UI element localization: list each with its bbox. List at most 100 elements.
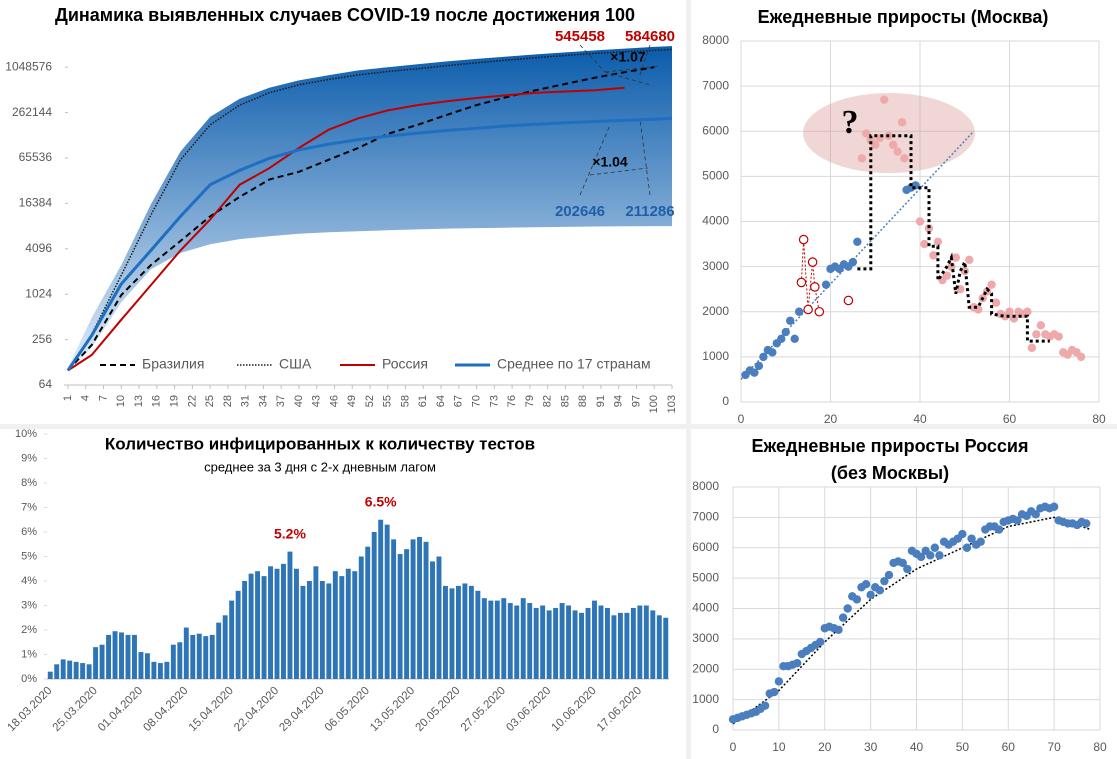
point (933, 237, 943, 247)
point (852, 595, 862, 604)
bar (319, 581, 325, 679)
annotation-line (589, 167, 649, 176)
point (962, 543, 972, 552)
x-tick-label: 22 (186, 395, 198, 407)
point (807, 257, 818, 267)
point (760, 701, 770, 710)
x-tick-label: 82 (542, 395, 554, 407)
y-tick-label: 5% (21, 550, 37, 562)
y-tick-label: 7000 (702, 78, 729, 92)
x-tick-label: 52 (364, 395, 376, 407)
y-tick-label: 262144 (12, 105, 52, 119)
y-tick-label: 1000 (702, 349, 729, 363)
bar (540, 605, 546, 679)
y-tick-label: 6% (21, 526, 37, 538)
bar (617, 612, 623, 679)
bar (546, 610, 552, 679)
point (754, 361, 764, 371)
bar (300, 585, 306, 679)
x-tick-label: 40 (910, 740, 924, 754)
point (920, 239, 929, 249)
bar (604, 607, 610, 679)
bar (47, 671, 53, 679)
bar (138, 652, 144, 679)
chart-title: Динамика выявленных случаев COVID-19 пос… (55, 5, 635, 25)
annotation-line (604, 65, 661, 73)
bar (119, 632, 124, 679)
bar (151, 661, 157, 679)
bar (287, 551, 293, 679)
point (848, 257, 858, 267)
y-tick-label: 4096 (25, 241, 52, 255)
bar (533, 607, 539, 679)
point (1049, 502, 1059, 511)
bar (352, 571, 358, 679)
legend-label: Бразилия (142, 356, 204, 372)
point (915, 217, 925, 226)
series-line (67, 66, 655, 372)
bar (203, 636, 209, 679)
bar (255, 571, 261, 679)
x-tick-label: 67 (453, 395, 465, 407)
series-line (67, 48, 673, 371)
y-tick-label: 3000 (692, 631, 719, 645)
annotation: ×1.07 (610, 49, 646, 65)
bar (216, 622, 222, 679)
x-tick-label: 55 (382, 395, 394, 407)
bar (358, 556, 364, 679)
x-tick-label: 100 (648, 395, 660, 413)
x-tick-label: 16 (151, 395, 163, 407)
y-tick-label: 6000 (702, 123, 729, 137)
bar (177, 642, 183, 679)
point (774, 677, 784, 686)
point (884, 570, 894, 580)
bar (514, 605, 520, 679)
x-tick-label: 46 (328, 395, 340, 407)
trend-line (732, 516, 1092, 725)
y-tick-label: 0 (722, 394, 729, 408)
point (903, 564, 912, 574)
bar (274, 568, 280, 679)
x-tick-label: 80 (1092, 412, 1106, 426)
chart-cases: Динамика выявленных случаев COVID-19 пос… (5, 5, 678, 414)
legend-label: Россия (382, 356, 428, 372)
x-tick-label: 4 (80, 395, 92, 401)
data-label: 5.2% (274, 525, 306, 541)
bar (80, 663, 86, 679)
point (861, 580, 871, 589)
x-tick-label: 0 (730, 740, 737, 754)
annotation: 211286 (625, 203, 674, 220)
point (803, 304, 813, 315)
bar (630, 607, 636, 679)
point (1027, 343, 1037, 353)
x-tick-label: 20 (818, 740, 832, 754)
annotation: 584680 (625, 28, 675, 45)
point (871, 140, 880, 149)
bar (190, 634, 196, 679)
y-tick-label: 64 (39, 377, 53, 391)
bar (99, 644, 105, 679)
point (843, 604, 852, 613)
x-tick-label: 103 (666, 395, 678, 413)
x-tick-label: 43 (311, 395, 323, 407)
point (857, 154, 867, 163)
point (793, 658, 802, 668)
x-tick-label: 97 (630, 395, 642, 407)
y-tick-label: 7000 (692, 510, 719, 524)
bar (86, 664, 92, 679)
bar (592, 600, 597, 679)
x-tick-label: 88 (577, 395, 589, 407)
bar (125, 634, 131, 679)
y-tick-label: 2000 (702, 304, 729, 318)
point (853, 237, 862, 247)
chart-title: Ежедневные приросты (Москва) (758, 7, 1049, 27)
point (930, 543, 940, 552)
bar (404, 549, 410, 679)
step-line (857, 134, 1050, 343)
y-tick-label: 7% (21, 501, 37, 513)
point (880, 95, 889, 104)
point (759, 352, 768, 362)
bar (196, 633, 202, 679)
point (924, 224, 934, 233)
bar (54, 664, 60, 679)
